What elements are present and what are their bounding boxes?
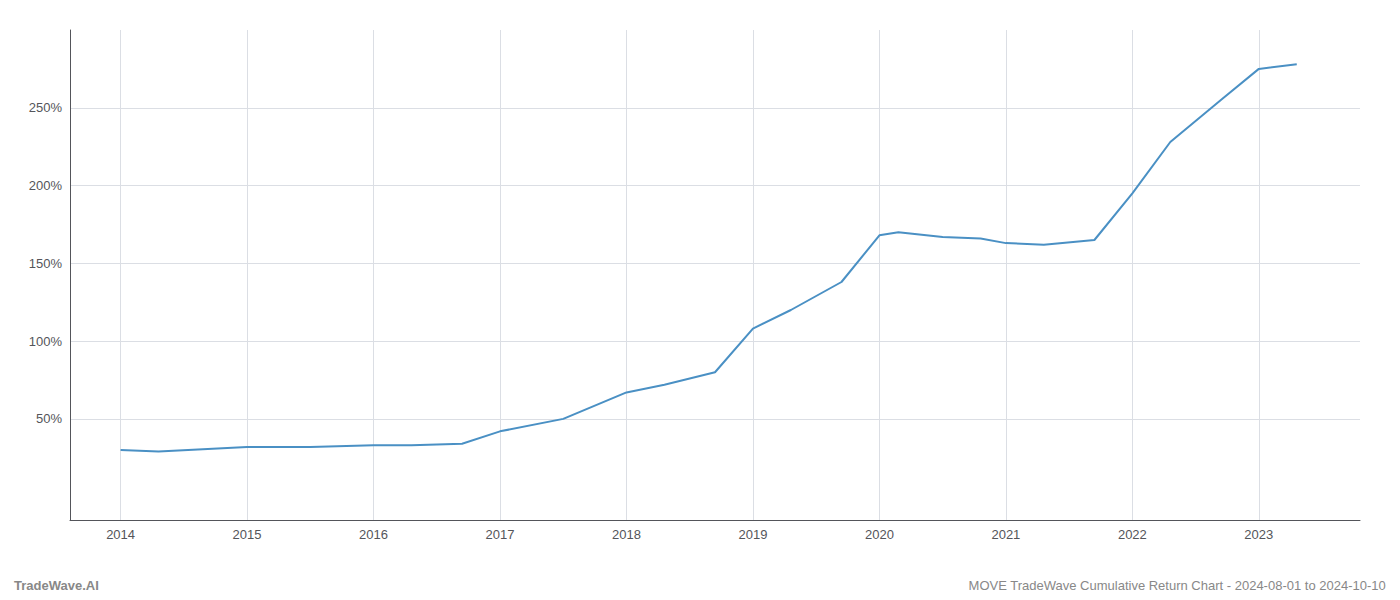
svg-text:2022: 2022 <box>1118 527 1147 542</box>
svg-text:2023: 2023 <box>1244 527 1273 542</box>
svg-text:2020: 2020 <box>865 527 894 542</box>
svg-text:2016: 2016 <box>359 527 388 542</box>
svg-text:2017: 2017 <box>486 527 515 542</box>
svg-text:2021: 2021 <box>991 527 1020 542</box>
svg-text:MOVE TradeWave Cumulative Retu: MOVE TradeWave Cumulative Return Chart -… <box>969 578 1386 593</box>
svg-text:2019: 2019 <box>738 527 767 542</box>
svg-text:TradeWave.AI: TradeWave.AI <box>14 578 99 593</box>
svg-text:100%: 100% <box>29 334 63 349</box>
svg-text:50%: 50% <box>36 411 62 426</box>
svg-text:2014: 2014 <box>106 527 135 542</box>
svg-text:250%: 250% <box>29 100 63 115</box>
svg-text:200%: 200% <box>29 178 63 193</box>
svg-text:2015: 2015 <box>233 527 262 542</box>
svg-text:2018: 2018 <box>612 527 641 542</box>
svg-text:150%: 150% <box>29 256 63 271</box>
